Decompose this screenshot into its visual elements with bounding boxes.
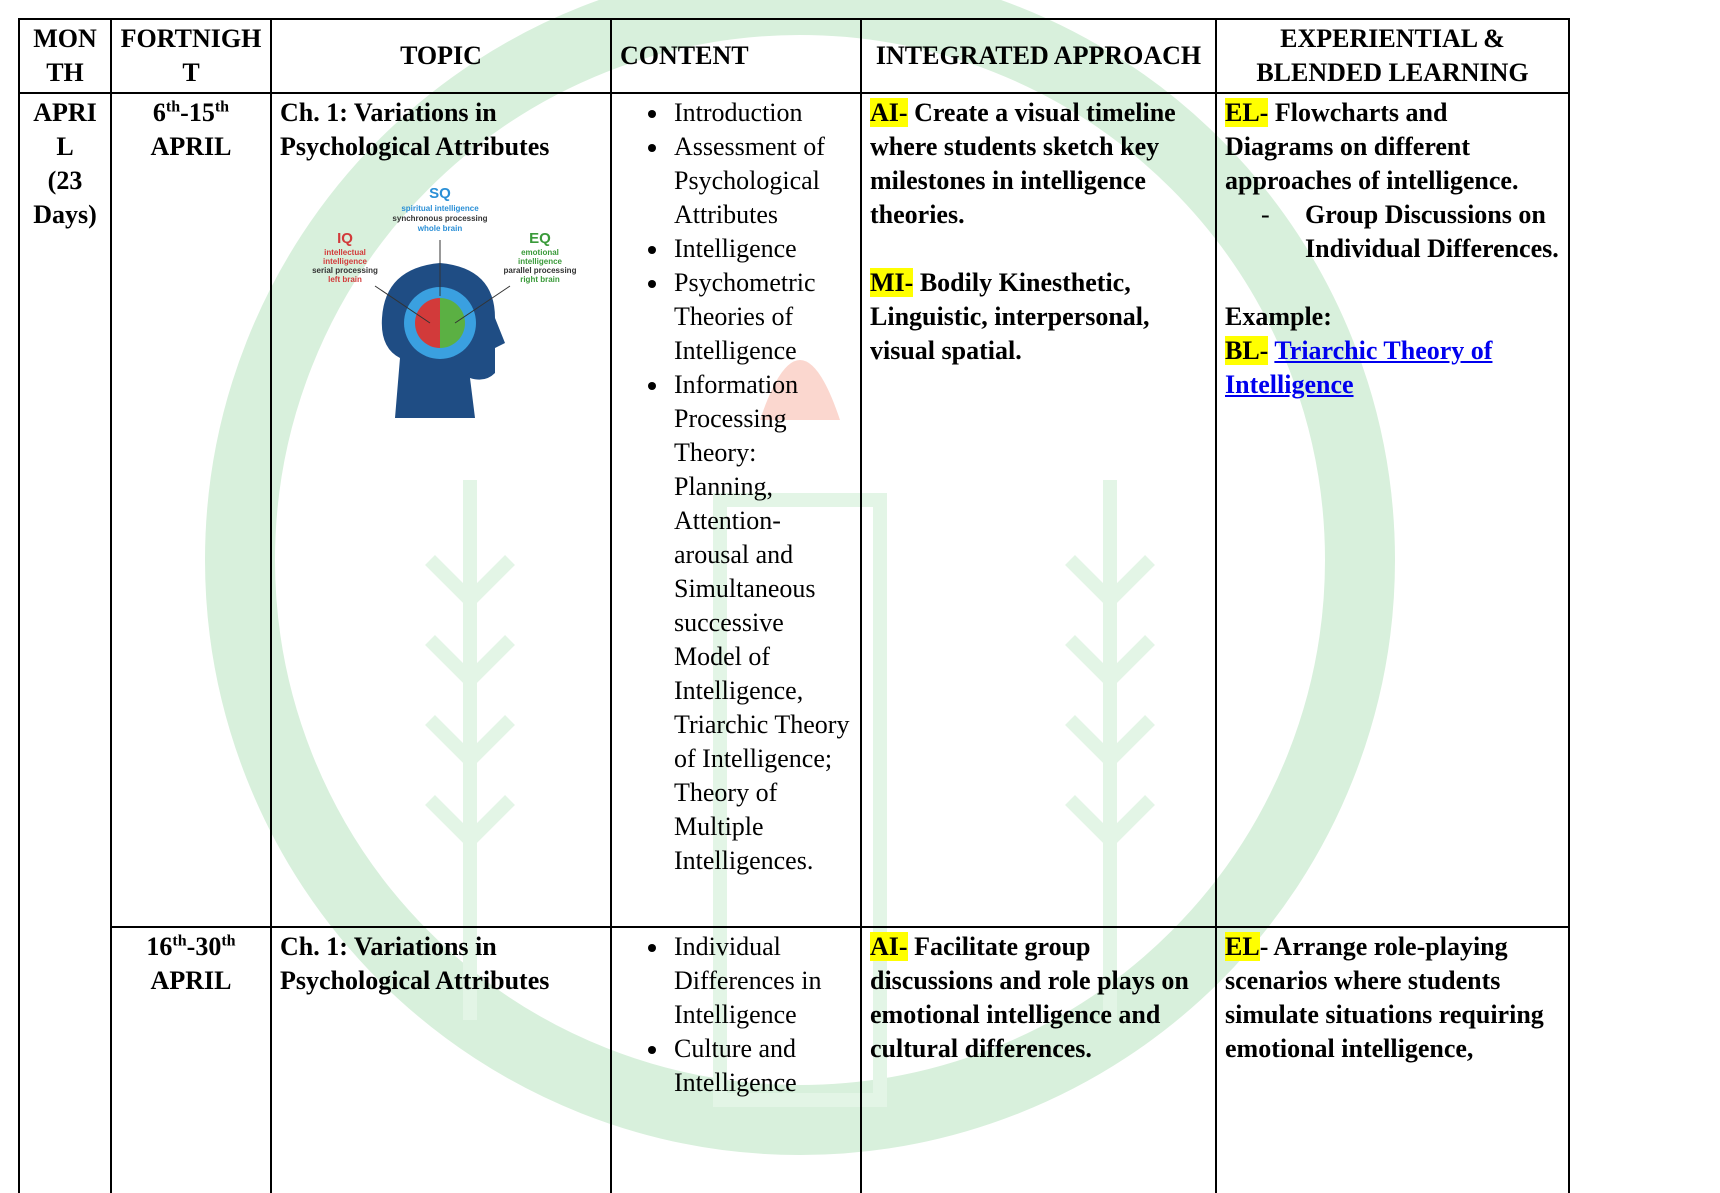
eq-line: intelligence [518,257,563,266]
header-cell: MONTH [18,18,112,94]
right-half [440,298,465,348]
eq-code: EQ [529,230,551,247]
header-cell: TOPIC [270,18,612,94]
content-item: Individual Differences in Intelligence [670,930,852,1032]
ordinal: th [221,932,236,950]
tag: EL- [1225,98,1269,127]
content-item: Assessment of Psychological Attributes [670,130,852,232]
activity: Bodily Kinesthetic, Linguistic, interper… [870,268,1150,365]
integrated-cell: AI- Facilitate group discussions and rol… [860,926,1217,1193]
resource-link[interactable]: Triarchic Theory of Intelligence [1225,336,1493,399]
tag: AI- [870,98,908,127]
activity: Facilitate group discussions and role pl… [870,932,1189,1063]
eq-line: emotional [521,248,559,257]
fortnight-cell: 6th-15th APRIL [110,92,272,928]
content-list: Individual Differences in Intelligence C… [620,930,852,1100]
day: 15 [188,98,215,127]
tag: MI- [870,268,914,297]
fortnight-cell: 16th-30th APRIL [110,926,272,1193]
fortnight-month: APRIL [150,132,232,161]
topic-cell: Ch. 1: Variations in Psychological Attri… [270,926,612,1193]
sub-item: Group Discussions on Individual Differen… [1261,198,1560,266]
header-cell: EXPERIENTIAL & BLENDED LEARNING [1215,18,1570,94]
iq-line: left brain [328,275,362,284]
content-cell: Individual Differences in Intelligence C… [610,926,862,1193]
iq-code: IQ [337,230,353,247]
days: (23 Days) [33,166,97,229]
sq-code: SQ [429,185,451,202]
topic: Ch. 1: Variations in Psychological Attri… [280,932,550,995]
ordinal: th [214,98,230,116]
day: 6 [152,98,166,127]
tag: AI- [870,932,908,961]
sq-line: whole brain [417,224,463,233]
separator: - [180,98,189,127]
day: 30 [195,932,222,961]
header-cell: CONTENT [610,18,862,94]
experiential-cell: EL- Flowcharts and Diagrams on different… [1215,92,1570,928]
fortnight-month: APRIL [150,966,232,995]
content-list: Introduction Assessment of Psychological… [620,96,852,878]
content-item: Intelligence [670,232,852,266]
content-item: Psychometric Theories of Intelligence [670,266,852,368]
row: APRIL (23 Days) 6th-15th APRIL Ch. 1: Va… [18,92,1570,1193]
eq-line: parallel processing [504,266,577,275]
month: APRIL [33,98,97,161]
content-item: Culture and Intelligence [670,1032,852,1100]
left-half [415,298,440,348]
iq-line: serial processing [312,266,378,275]
sq-line: synchronous processing [392,214,487,223]
tag: BL- [1225,336,1269,365]
activity: Flowcharts and Diagrams on different app… [1225,98,1519,195]
brain-figure: SQ spiritual intelligence synchronous pr… [312,185,577,418]
content-item: Introduction [670,96,852,130]
content-cell: Introduction Assessment of Psychological… [610,92,862,928]
ordinal: th [165,98,181,116]
pointer [454,285,511,324]
separator: - [186,932,196,961]
integrated-cell: AI- Create a visual timeline where stude… [860,92,1217,928]
activity: Create a visual timeline where students … [870,98,1176,229]
iq-line: intelligence [323,257,368,266]
activity: - Arrange role-playing scenarios where s… [1225,932,1544,1063]
sq-line: spiritual intelligence [401,204,479,213]
pointer [374,285,431,324]
experiential-cell: EL- Arrange role-playing scenarios where… [1215,926,1570,1193]
header-row: MONTH FORTNIGHT TOPIC CONTENT INTEGRATED… [18,18,1570,94]
topic-cell: Ch. 1: Variations in Psychological Attri… [270,92,612,928]
eq-line: right brain [520,275,560,284]
month-cell: APRIL (23 Days) [18,92,112,1193]
content-item: Information Processing Theory: Planning,… [670,368,852,878]
example-label: Example: [1225,302,1332,331]
syllabus-table: MONTH FORTNIGHT TOPIC CONTENT INTEGRATED… [18,18,1570,1193]
day: 16 [146,932,173,961]
iq-line: intellectual [324,248,366,257]
tag: EL [1225,932,1260,961]
topic: Ch. 1: Variations in Psychological Attri… [280,98,550,161]
sub-list: Group Discussions on Individual Differen… [1225,198,1560,266]
ordinal: th [172,932,187,950]
row: 16th-30th APRIL Ch. 1: Variations in Psy… [19,926,1570,1193]
header-cell: INTEGRATED APPROACH [860,18,1217,94]
header-cell: FORTNIGHT [110,18,272,94]
